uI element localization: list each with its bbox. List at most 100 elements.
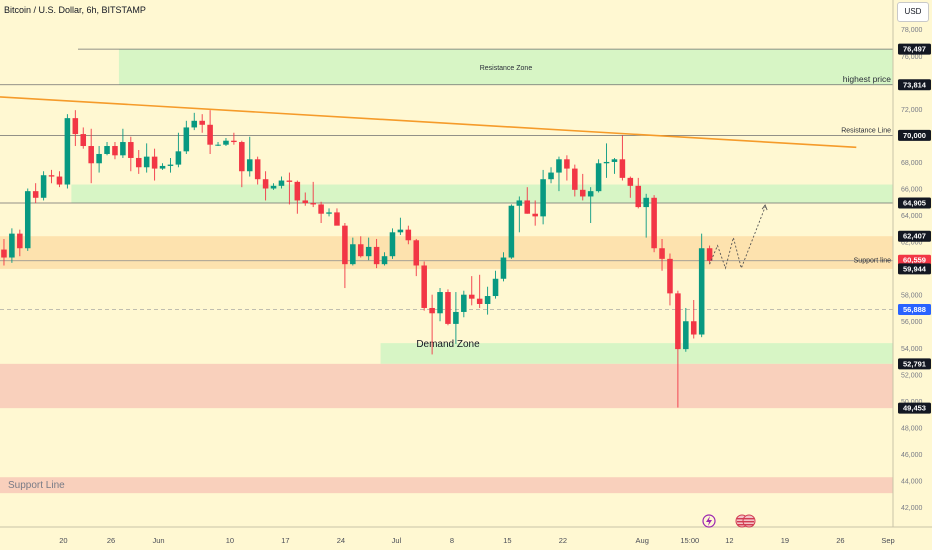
zone-label: Demand Zone xyxy=(416,339,480,350)
time-axis[interactable]: 20 26 Jun 10 17 24 Jul 8 15 22 Aug 15:00 12 19 26 Sep xyxy=(0,526,932,550)
candle xyxy=(207,110,213,154)
candle xyxy=(104,142,110,156)
price-label-box xyxy=(898,197,931,209)
price-axis[interactable]: 42,000 44,000 46,000 48,000 50,000 52,000 54,0… xyxy=(892,0,932,527)
trendline-layer[interactable] xyxy=(0,96,857,149)
candle-body xyxy=(603,161,610,164)
x-tick-label: 20 xyxy=(59,536,67,545)
candle xyxy=(223,138,229,147)
candle xyxy=(159,163,166,170)
candle-body xyxy=(706,248,713,261)
candle xyxy=(342,223,348,289)
candle xyxy=(690,300,697,339)
candle xyxy=(199,114,205,133)
candle-body xyxy=(302,200,309,204)
line-label: highest price xyxy=(843,74,891,84)
candle xyxy=(357,236,364,258)
candle xyxy=(326,208,332,217)
candle xyxy=(302,192,309,206)
y-tick-label: 56,000 xyxy=(901,319,923,326)
candle-body xyxy=(373,246,380,265)
candle xyxy=(135,150,142,174)
zone-green-band-65k xyxy=(71,184,894,204)
candle xyxy=(389,228,396,259)
candle-body xyxy=(579,189,586,197)
candle-body xyxy=(262,179,269,189)
candle xyxy=(72,110,79,147)
x-tick-label: 24 xyxy=(337,536,345,545)
candle-body xyxy=(651,197,657,249)
candle-body xyxy=(72,118,79,135)
currency-button[interactable]: USD xyxy=(897,2,929,22)
dividend-bolt-icon[interactable] xyxy=(702,514,716,528)
candle xyxy=(492,270,499,299)
event-icons[interactable] xyxy=(702,514,756,528)
candle-body xyxy=(476,298,483,304)
candle-body xyxy=(524,200,531,214)
price-label: 56,888 xyxy=(903,305,926,314)
x-tick-label: 22 xyxy=(559,536,567,545)
candle-body xyxy=(484,296,491,304)
candle xyxy=(595,159,602,193)
candle-body xyxy=(429,307,435,314)
candle xyxy=(429,294,435,355)
candle-body xyxy=(318,204,324,214)
candle xyxy=(564,155,570,181)
y-tick-label: 50,000 xyxy=(901,399,923,406)
candle xyxy=(643,193,649,238)
candle xyxy=(294,180,301,214)
candle-body xyxy=(492,278,499,297)
candle-body xyxy=(548,172,554,180)
y-tick-label: 44,000 xyxy=(901,479,923,486)
candle-body xyxy=(698,248,705,335)
candle-body xyxy=(199,120,205,125)
zone-demand-zone xyxy=(380,343,894,364)
candle xyxy=(80,127,87,149)
candle-body xyxy=(334,212,340,226)
candle xyxy=(445,289,451,326)
x-tick-label: 19 xyxy=(781,536,789,545)
candle xyxy=(675,290,681,408)
x-tick-label: 15:00 xyxy=(680,536,699,545)
candle-body xyxy=(239,142,245,172)
candle xyxy=(167,157,174,173)
candle xyxy=(48,169,55,184)
y-tick-label: 72,000 xyxy=(901,107,923,114)
candle xyxy=(651,195,657,253)
x-tick-label: 12 xyxy=(725,536,733,545)
candle-body xyxy=(453,311,459,324)
candle xyxy=(56,171,63,188)
price-label: 52,791 xyxy=(903,359,926,368)
candle-body xyxy=(231,140,237,143)
candle-body xyxy=(461,294,467,312)
y-tick-label: 48,000 xyxy=(901,425,923,432)
candle xyxy=(239,140,245,188)
price-label-box xyxy=(898,263,931,275)
candle-body xyxy=(294,181,301,201)
candle xyxy=(9,228,15,263)
candle xyxy=(667,253,673,306)
candle xyxy=(540,169,546,225)
candle xyxy=(619,135,626,181)
candle-body xyxy=(556,159,562,173)
candle-body xyxy=(1,249,7,258)
candle xyxy=(437,288,443,322)
candle-body xyxy=(587,191,594,197)
x-tick-label: 26 xyxy=(836,536,844,545)
candle xyxy=(17,229,23,257)
candle-body xyxy=(421,265,427,308)
price-label: 62,407 xyxy=(903,232,926,241)
candle xyxy=(183,120,190,154)
line-label: Support line xyxy=(854,258,891,265)
price-label: 49,453 xyxy=(903,404,926,413)
projection-path xyxy=(709,206,766,270)
y-tick-label: 64,000 xyxy=(901,213,923,220)
x-tick-label: 8 xyxy=(450,536,454,545)
candle-body xyxy=(690,321,697,335)
economic-event-flag-icon[interactable] xyxy=(735,514,756,528)
projection-arrowhead xyxy=(761,204,768,211)
candle xyxy=(548,167,554,184)
candle-body xyxy=(223,140,229,145)
candle xyxy=(659,238,665,271)
